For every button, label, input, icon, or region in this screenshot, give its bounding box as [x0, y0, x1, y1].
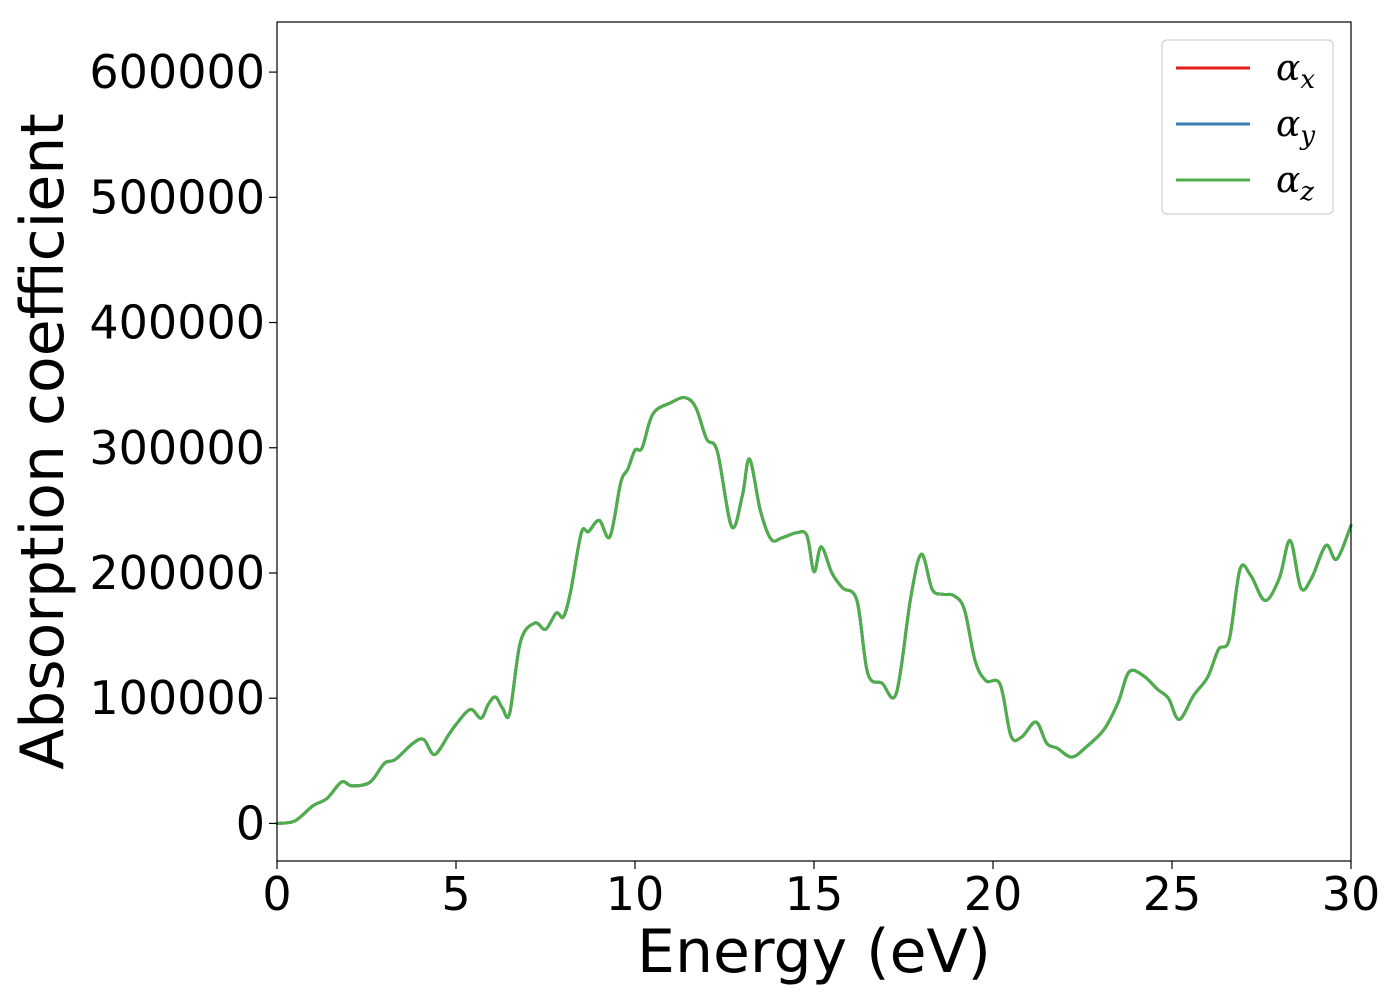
y-axis-label: Absorption coefficient	[8, 113, 78, 770]
y-tick-label: 400000	[89, 296, 265, 350]
x-axis-label: Energy (eV)	[637, 917, 991, 987]
series-line-x	[275, 396, 1353, 825]
legend-subscript: y	[1299, 121, 1315, 151]
legend-subscript: z	[1299, 177, 1314, 207]
y-tick-label: 500000	[89, 170, 265, 224]
x-tick-label: 20	[964, 867, 1023, 921]
y-axis-ticks: 0 100000 200000 300000 400000 500000 600000	[89, 45, 277, 850]
x-tick-label: 30	[1322, 867, 1381, 921]
plot-lines	[275, 396, 1353, 825]
y-tick-label: 200000	[89, 546, 265, 600]
y-tick-label: 600000	[89, 45, 265, 99]
x-axis-ticks: 0 5 10 15 20 25 30	[262, 861, 1380, 921]
legend-box	[1161, 39, 1334, 215]
x-tick-label: 10	[606, 867, 665, 921]
y-tick-label: 0	[236, 796, 265, 850]
x-tick-label: 15	[785, 867, 844, 921]
x-tick-label: 0	[262, 867, 291, 921]
y-tick-label: 100000	[89, 671, 265, 725]
series-line-y	[275, 396, 1353, 825]
y-tick-label: 300000	[89, 421, 265, 475]
series-line-z	[275, 396, 1353, 825]
x-tick-label: 5	[441, 867, 470, 921]
legend-subscript: x	[1300, 65, 1315, 95]
x-tick-label: 25	[1143, 867, 1202, 921]
